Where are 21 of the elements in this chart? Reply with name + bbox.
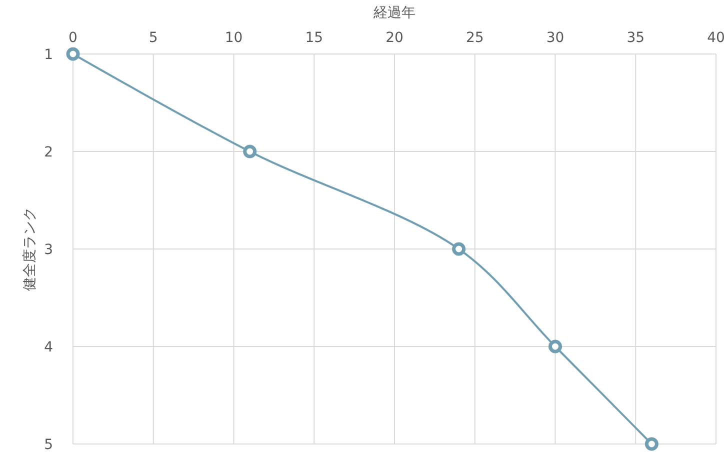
x-tick-label: 35 [626,30,645,46]
x-tick-label: 30 [546,30,564,46]
point [452,242,466,256]
x-tick-label: 40 [707,30,725,46]
y-axis-title: 健全度ランク [22,207,38,291]
point [243,144,257,158]
point [548,340,562,354]
x-tick-label: 5 [148,30,158,46]
point [644,437,658,451]
y-tick-label: 2 [44,144,53,160]
y-tick-label: 5 [44,436,53,452]
x-tick-label: 10 [224,30,243,46]
y-tick-label: 1 [44,46,53,63]
x-tick-label: 25 [466,30,484,46]
x-tick-label: 0 [68,30,78,46]
x-tick-label: 20 [386,30,404,46]
point [66,47,80,61]
x-axis-title: 経過年 [372,5,416,21]
y-tick-label: 3 [44,242,53,258]
x-tick-label: 15 [305,30,324,46]
y-tick-label: 4 [44,339,54,356]
